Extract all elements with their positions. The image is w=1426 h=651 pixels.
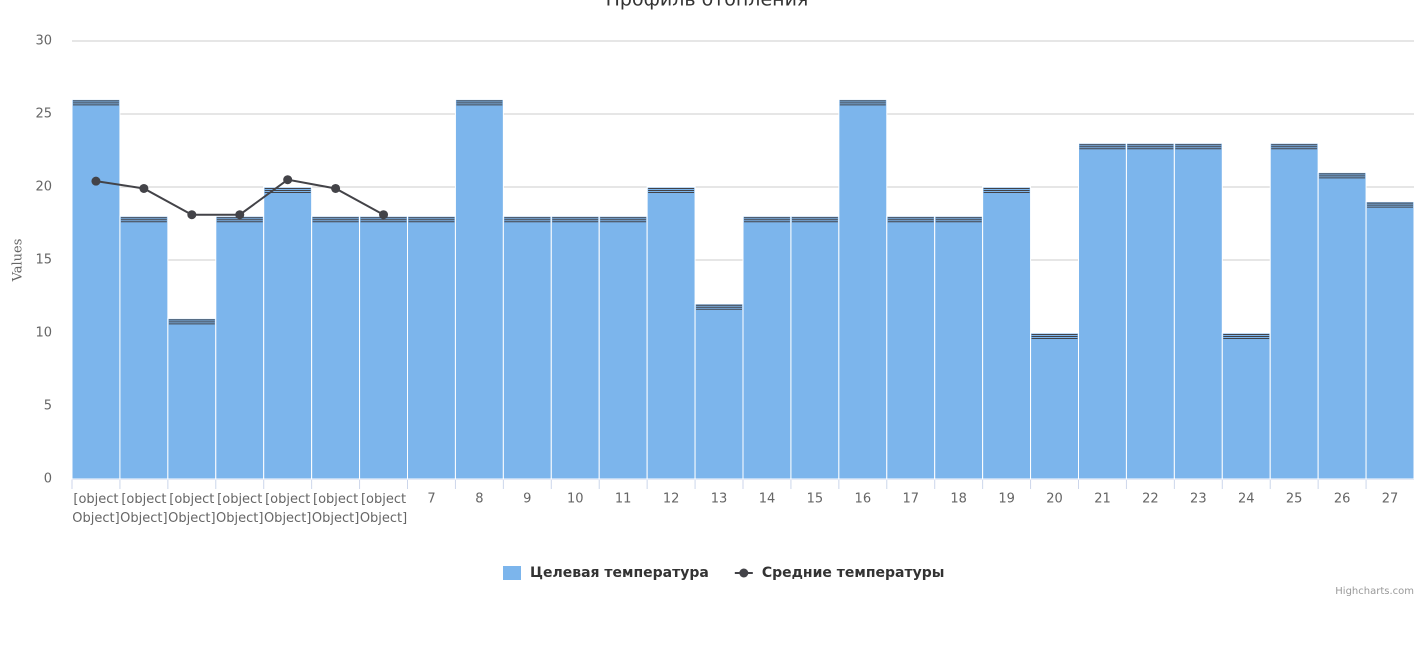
x-tick-label-line: Object] [312, 511, 359, 526]
legend-swatch [503, 566, 521, 580]
bar [119, 215, 169, 480]
x-tick-label-line: [object [169, 492, 214, 507]
x-tick-label: 13 [711, 492, 728, 507]
bar [311, 215, 361, 480]
x-tick-label: 18 [950, 492, 967, 507]
x-tick-label: 25 [1286, 492, 1303, 507]
bar [550, 215, 600, 480]
x-tick-label: 7 [427, 492, 435, 507]
y-tick-label: 10 [35, 326, 52, 341]
bar [886, 215, 936, 480]
bar [598, 215, 648, 480]
bar [1030, 332, 1079, 480]
legend-swatch [739, 568, 749, 578]
y-tick-label: 15 [35, 253, 52, 268]
x-tick-label: [object Object] [264, 492, 311, 526]
y-tick-label: 0 [44, 472, 52, 487]
bar [1173, 142, 1223, 480]
x-tick-label: 24 [1238, 492, 1255, 507]
bar [1078, 142, 1127, 480]
x-tick-label: 21 [1094, 492, 1111, 507]
x-tick-label: 23 [1190, 492, 1207, 507]
x-tick-label: 26 [1334, 492, 1351, 507]
bar [1365, 201, 1415, 480]
bar [694, 303, 744, 480]
bar [454, 98, 504, 480]
bar [1125, 142, 1175, 480]
x-tick-label: 14 [759, 492, 776, 507]
x-tick-label-line: [object [217, 492, 262, 507]
x-tick-label-line: [object [73, 492, 118, 507]
line [95, 178, 385, 216]
x-tick-label: [object Object] [216, 492, 263, 526]
line-point [379, 210, 389, 220]
bar [982, 186, 1032, 480]
bar [263, 186, 313, 480]
x-tick-label: 20 [1046, 492, 1063, 507]
bar [1269, 142, 1319, 480]
y-tick-label: 25 [35, 107, 52, 122]
bar [1221, 332, 1271, 480]
y-tick-label: 30 [35, 34, 52, 49]
bar [502, 215, 552, 480]
x-tick-label: [object Object] [360, 492, 407, 526]
x-tick-label-line: Object] [72, 511, 119, 526]
line-point [331, 183, 341, 193]
x-tick-label: 19 [998, 492, 1015, 507]
line-point [187, 210, 197, 220]
x-tick-label: 27 [1382, 492, 1399, 507]
y-tick-label: 20 [35, 180, 52, 195]
credits: Highcharts.com [1335, 586, 1414, 597]
x-tick-label: 12 [663, 492, 680, 507]
bar [1317, 171, 1367, 480]
bar [934, 215, 984, 480]
line-point [283, 175, 293, 185]
x-tick-label: 17 [902, 492, 919, 507]
x-tick-label-line: [object [265, 492, 310, 507]
bar [646, 186, 696, 480]
x-tick-label-line: [object [121, 492, 166, 507]
bar [215, 215, 265, 480]
legend-label: Целевая температура [530, 565, 709, 581]
line-point [91, 176, 101, 186]
chart-title: Профиль отопления [606, 0, 809, 11]
bar [790, 215, 840, 480]
x-tick-label: [object Object] [312, 492, 359, 526]
x-tick-label-line: [object [361, 492, 406, 507]
x-tick-label: [object Object] [168, 492, 215, 526]
x-tick-label: 11 [615, 492, 632, 507]
x-tick-label-line: Object] [168, 511, 215, 526]
x-tick-label-line: Object] [216, 511, 263, 526]
y-axis-title: Values [11, 239, 26, 283]
line-point [235, 210, 245, 220]
x-tick-label: 16 [855, 492, 872, 507]
y-tick-label: 5 [44, 399, 52, 414]
x-tick-label: 15 [807, 492, 824, 507]
x-tick-label: [object Object] [120, 492, 167, 526]
x-tick-label: 8 [475, 492, 483, 507]
bar [167, 317, 217, 480]
x-tick-label-line: Object] [264, 511, 311, 526]
x-tick-label-line: [object [313, 492, 358, 507]
bar [407, 215, 456, 480]
bar [359, 215, 409, 480]
bar [742, 215, 792, 480]
legend-label: Средние температуры [762, 565, 945, 581]
x-tick-label-line: Object] [120, 511, 167, 526]
x-tick-label: [object Object] [72, 492, 119, 526]
x-tick-label-line: Object] [360, 511, 407, 526]
bar [71, 98, 121, 480]
line-point [139, 183, 149, 193]
x-tick-label: 9 [523, 492, 531, 507]
x-tick-label: 22 [1142, 492, 1159, 507]
bar [838, 98, 888, 480]
x-tick-label: 10 [567, 492, 584, 507]
